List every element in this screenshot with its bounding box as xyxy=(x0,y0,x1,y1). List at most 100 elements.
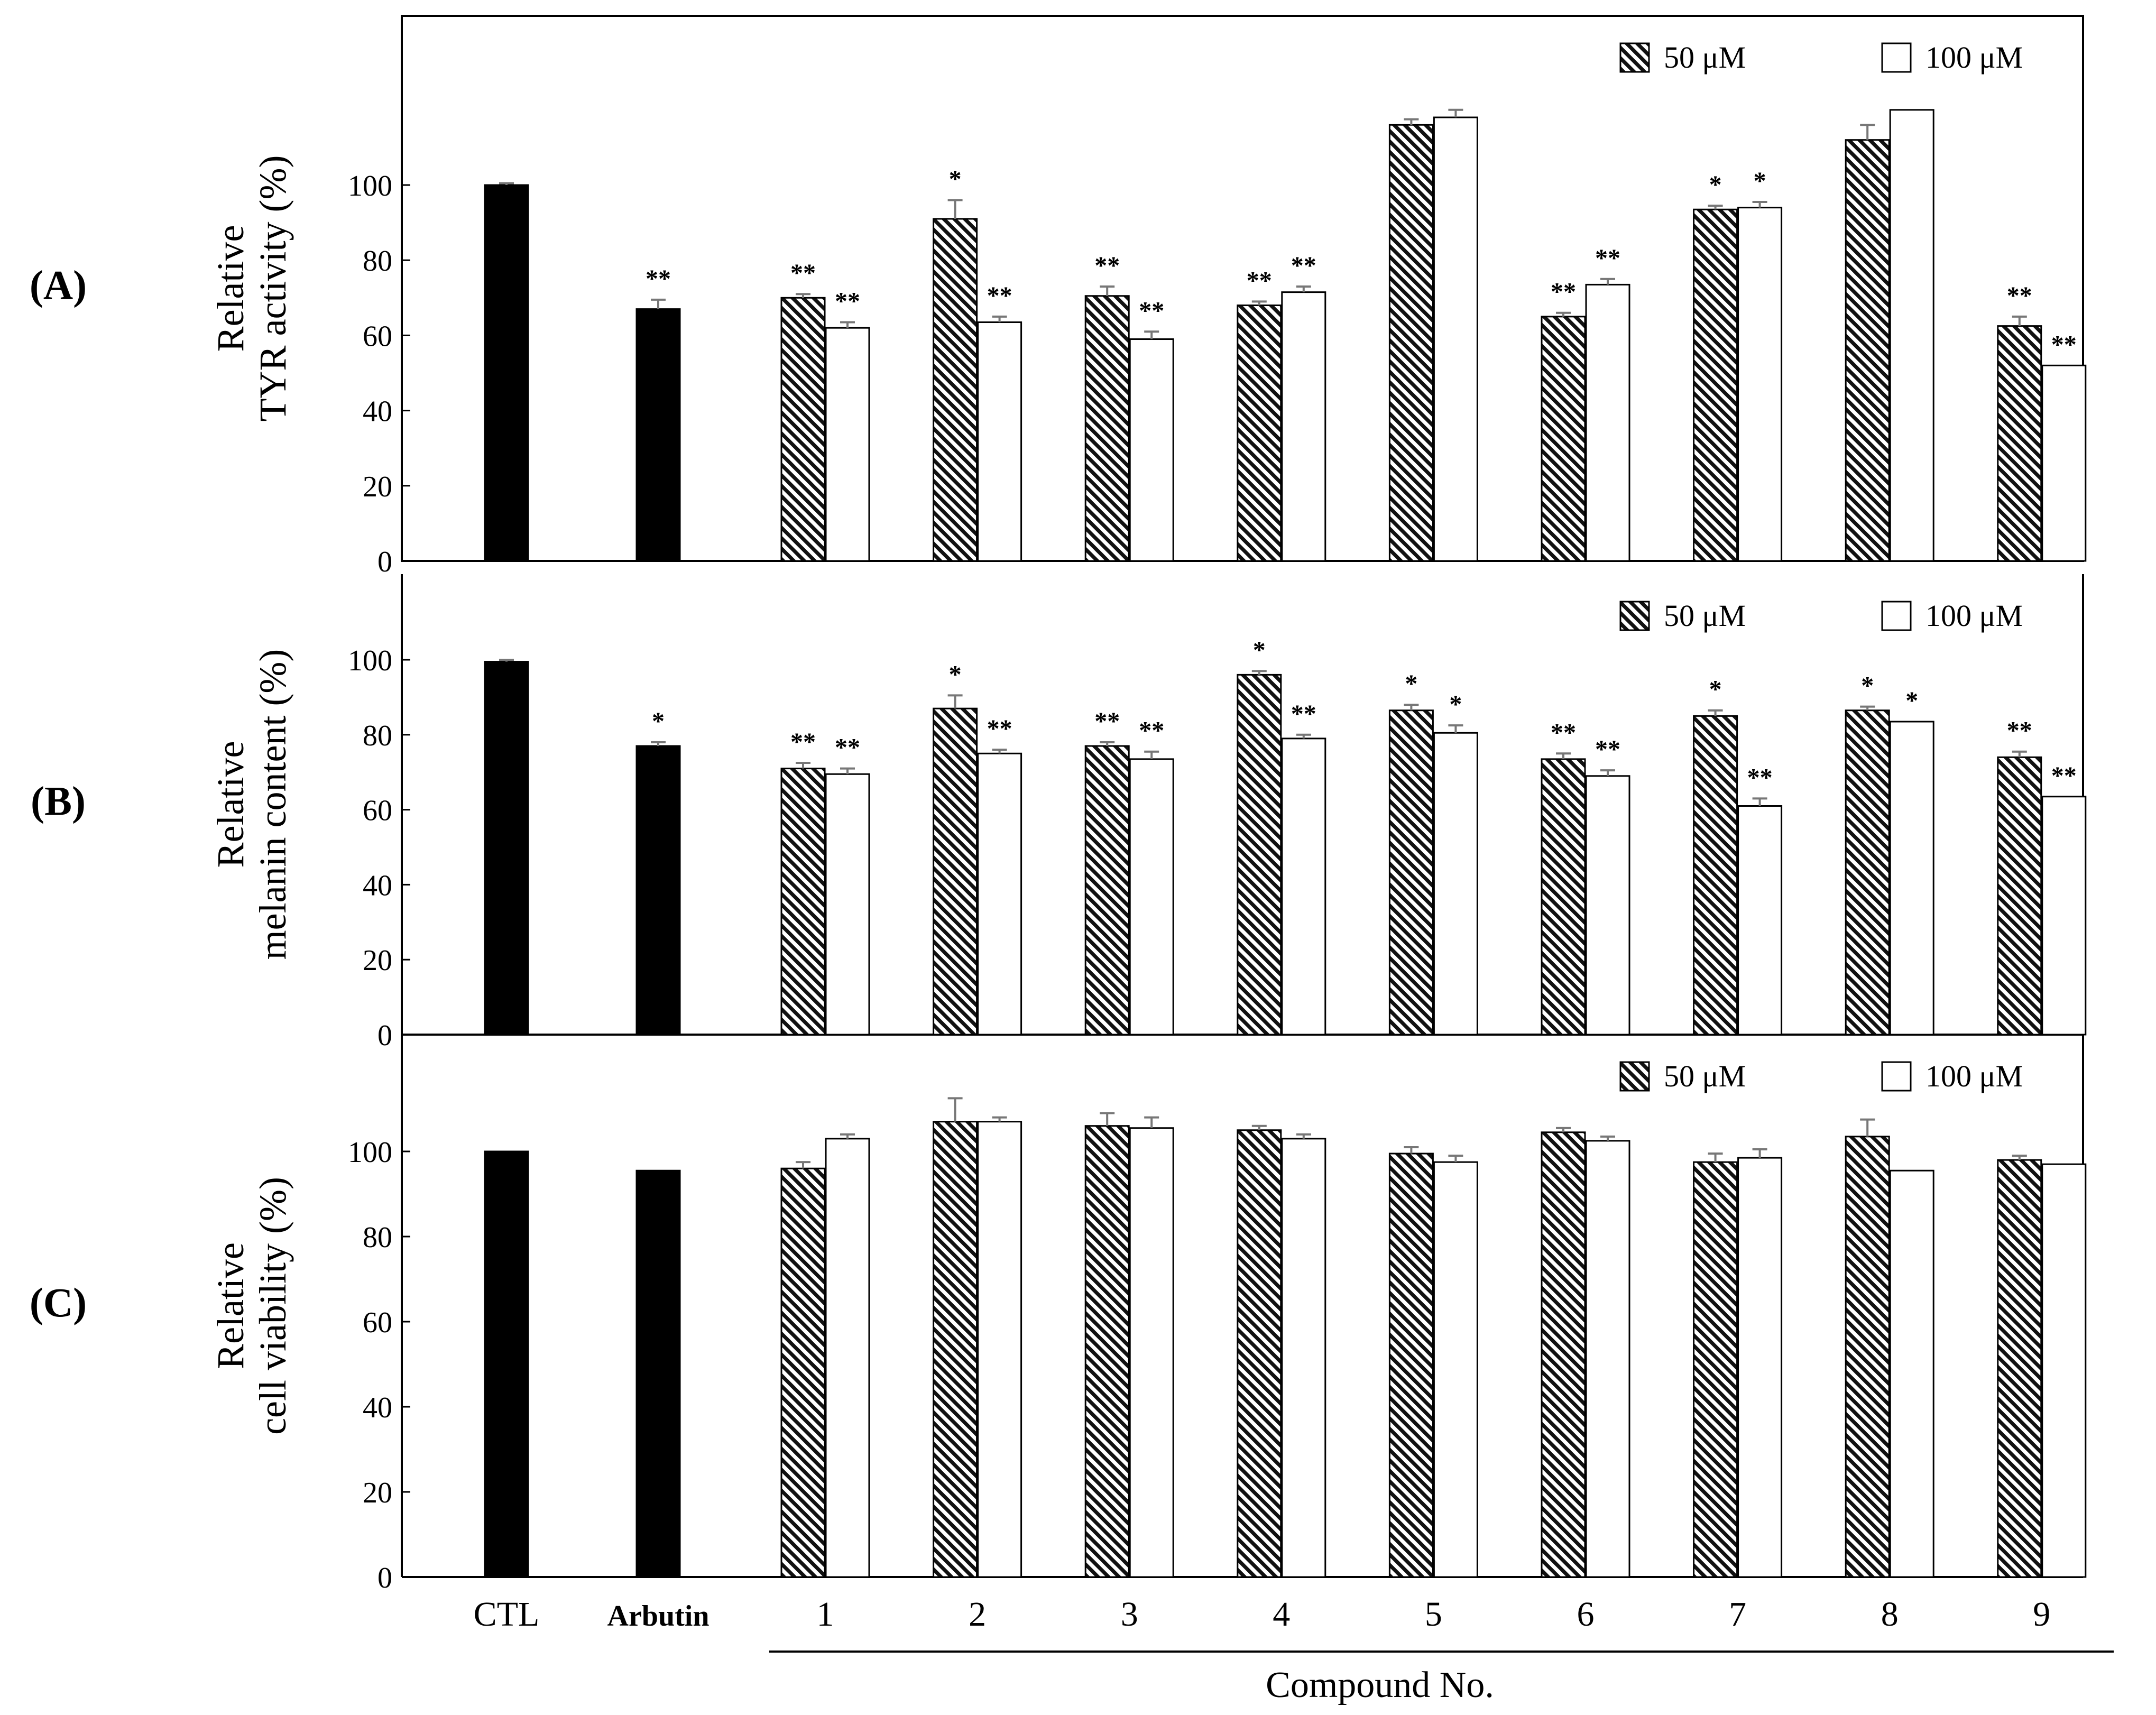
bar-compound-3-100uM xyxy=(1129,338,1174,562)
bar-compound-2-50uM xyxy=(933,707,978,1036)
bar-compound-8-50uM xyxy=(1845,139,1890,562)
bar-compound-6-50uM xyxy=(1541,316,1586,562)
significance-marker: ** xyxy=(835,734,860,762)
significance-marker: ** xyxy=(1291,252,1316,280)
legend-swatch-hatched xyxy=(1619,1061,1650,1092)
bar-compound-9-100uM xyxy=(2041,1163,2087,1578)
significance-marker: ** xyxy=(987,282,1012,310)
bar-compound-6-50uM xyxy=(1541,758,1586,1036)
bar-compound-8-100uM xyxy=(1889,721,1934,1036)
legend: 50 μM 100 μM xyxy=(1619,1059,2023,1093)
bar-compound-7-50uM xyxy=(1693,208,1738,562)
bar-compound-1-50uM xyxy=(780,768,826,1036)
significance-marker: * xyxy=(949,660,962,688)
y-tick-label: 0 xyxy=(377,1019,392,1052)
significance-marker: * xyxy=(1709,676,1722,704)
bar-compound-1-50uM xyxy=(780,297,826,562)
bar-compound-4-50uM xyxy=(1237,305,1282,562)
bar-compound-5-50uM xyxy=(1388,1152,1434,1578)
bar-compound-3-100uM xyxy=(1129,1127,1174,1578)
significance-marker: ** xyxy=(1247,266,1272,294)
y-tick-label: 40 xyxy=(363,1391,392,1424)
significance-marker: * xyxy=(1405,670,1417,698)
bar-compound-9-50uM xyxy=(1997,1159,2042,1578)
legend-label: 100 μM xyxy=(1925,598,2023,633)
significance-marker: ** xyxy=(1595,735,1620,763)
significance-marker: ** xyxy=(2051,762,2077,790)
bar-compound-7-100uM xyxy=(1737,1157,1783,1578)
bar-compound-3-50uM xyxy=(1084,745,1130,1036)
x-axis: CTL Arbutin 1 2 3 4 5 6 7 8 9 Compound No. xyxy=(474,1595,2114,1705)
bar-compound-5-100uM xyxy=(1433,1161,1478,1578)
legend-swatch-open xyxy=(1881,601,1912,631)
legend-label: 50 μM xyxy=(1664,598,1746,633)
significance-marker: ** xyxy=(1551,718,1576,746)
y-tick-label: 20 xyxy=(363,471,392,503)
significance-marker: ** xyxy=(1291,700,1316,728)
x-category-label: Arbutin xyxy=(607,1600,710,1633)
x-category-label: 5 xyxy=(1425,1595,1442,1634)
bar-compound-5-50uM xyxy=(1388,124,1434,562)
bar-compound-4-100uM xyxy=(1281,1138,1326,1578)
bar-compound-8-50uM xyxy=(1845,1136,1890,1578)
x-axis-title: Compound No. xyxy=(1266,1665,1494,1705)
y-axis-label-line: Relative xyxy=(209,1242,252,1369)
significance-marker: ** xyxy=(646,265,671,293)
legend-swatch-open xyxy=(1881,1061,1912,1092)
y-tick-label: 20 xyxy=(363,1477,392,1509)
y-axis-label: Relative TYR activity (%) xyxy=(209,155,294,422)
x-category-label: 1 xyxy=(817,1595,834,1634)
bar-compound-1-100uM xyxy=(825,773,870,1036)
x-category-label: 9 xyxy=(2033,1595,2050,1634)
y-axis-label-line: melanin content (%) xyxy=(252,649,294,960)
significance-marker: * xyxy=(1905,687,1918,715)
x-category-label: 8 xyxy=(1881,1595,1899,1634)
bar-compound-3-100uM xyxy=(1129,758,1174,1036)
y-axis-label-line: Relative xyxy=(209,741,252,868)
significance-marker: ** xyxy=(2051,330,2077,358)
bar-compound-5-100uM xyxy=(1433,732,1478,1036)
significance-marker: * xyxy=(652,707,665,735)
panel-C: 0 20 40 60 80 100 Relative cell viability (%) (C… xyxy=(30,1035,2087,1594)
significance-marker: ** xyxy=(1139,717,1164,745)
panel-label: (C) xyxy=(30,1279,87,1325)
y-tick-label: 80 xyxy=(363,1221,392,1254)
bar-compound-9-50uM xyxy=(1997,756,2042,1036)
bar-ctl xyxy=(484,1150,529,1578)
significance-marker: ** xyxy=(987,715,1012,743)
y-tick-label: 100 xyxy=(348,644,392,677)
bar-compound-2-50uM xyxy=(933,1121,978,1578)
bar-compound-6-50uM xyxy=(1541,1131,1586,1578)
y-tick-label: 20 xyxy=(363,944,392,977)
y-axis-label-line: TYR activity (%) xyxy=(252,155,294,422)
panel-A: 0 20 40 60 80 100 Relative TYR activity (%) (A) 5… xyxy=(30,15,2087,578)
legend-label: 100 μM xyxy=(1925,40,2023,75)
significance-marker: * xyxy=(1861,672,1874,700)
significance-marker: ** xyxy=(2007,717,2032,745)
x-category-label: CTL xyxy=(474,1595,540,1634)
bar-compound-3-50uM xyxy=(1084,1125,1130,1578)
y-axis-label: Relative melanin content (%) xyxy=(209,649,294,960)
bar-compound-9-100uM xyxy=(2041,364,2087,562)
y-axis-label-line: cell viability (%) xyxy=(252,1177,294,1435)
panel-label: (A) xyxy=(30,262,87,308)
bar-compound-4-50uM xyxy=(1237,674,1282,1036)
bar-compound-9-100uM xyxy=(2041,796,2087,1036)
bar-compound-2-100uM xyxy=(977,321,1022,562)
bar-compound-1-100uM xyxy=(825,1138,870,1578)
bar-compound-4-100uM xyxy=(1281,291,1326,562)
y-tick-label: 60 xyxy=(363,1306,392,1339)
significance-marker: ** xyxy=(1595,244,1620,272)
significance-marker: * xyxy=(949,165,962,193)
y-axis-label: Relative cell viability (%) xyxy=(209,1177,294,1435)
y-tick-label: 80 xyxy=(363,720,392,752)
bar-arbutin xyxy=(635,308,681,562)
bar-compound-7-100uM xyxy=(1737,805,1783,1036)
significance-marker: ** xyxy=(1094,252,1120,280)
bar-compound-8-100uM xyxy=(1889,1169,1934,1578)
bar-compound-4-50uM xyxy=(1237,1129,1282,1578)
y-tick-label: 0 xyxy=(377,1562,392,1594)
bar-compound-2-100uM xyxy=(977,752,1022,1036)
y-axis-label-line: Relative xyxy=(209,225,252,352)
bar-compound-8-100uM xyxy=(1889,109,1934,562)
